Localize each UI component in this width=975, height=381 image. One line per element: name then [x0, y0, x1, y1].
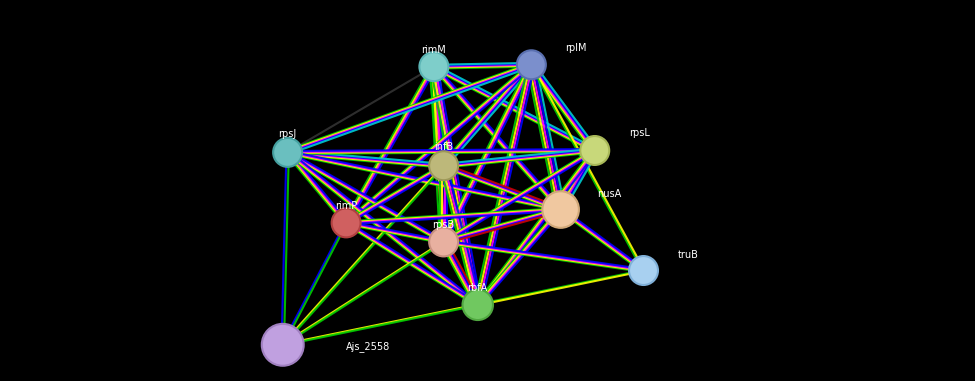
Ellipse shape [580, 136, 609, 165]
Ellipse shape [429, 151, 458, 180]
Text: rimP: rimP [335, 201, 357, 211]
Text: truB: truB [678, 250, 698, 260]
Ellipse shape [629, 256, 658, 285]
Ellipse shape [517, 50, 546, 79]
Ellipse shape [542, 191, 579, 228]
Ellipse shape [262, 324, 303, 366]
Text: rpsJ: rpsJ [279, 129, 296, 139]
Ellipse shape [273, 138, 302, 167]
Text: Ajs_2558: Ajs_2558 [346, 341, 390, 352]
Text: rpsB: rpsB [433, 220, 454, 230]
Ellipse shape [429, 227, 458, 256]
Ellipse shape [462, 290, 493, 320]
Text: rpsL: rpsL [629, 128, 649, 138]
Text: nusA: nusA [597, 189, 621, 199]
Text: infB: infB [434, 142, 453, 152]
Ellipse shape [419, 52, 448, 81]
Text: rbfA: rbfA [468, 283, 488, 293]
Text: rplM: rplM [566, 43, 587, 53]
Text: rimM: rimM [421, 45, 447, 54]
Ellipse shape [332, 208, 361, 237]
